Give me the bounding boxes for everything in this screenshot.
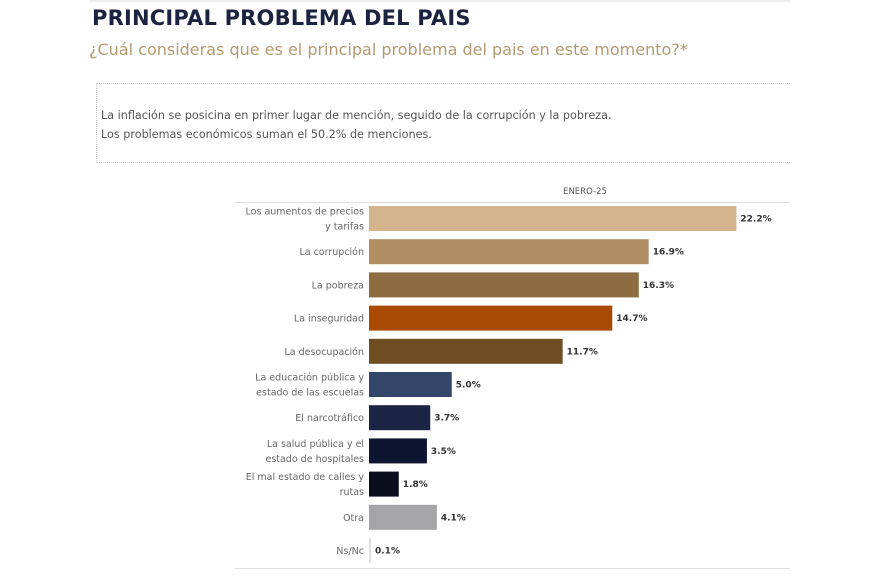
category-label: La inseguridad (294, 314, 364, 325)
bar (369, 538, 371, 563)
category-label: La pobreza (312, 280, 364, 291)
bar (369, 206, 737, 231)
value-label: 22.2% (740, 215, 771, 225)
bar (369, 471, 399, 497)
category-label: Los aumentos de precios (246, 207, 365, 218)
category-label: Ns/Nc (336, 546, 364, 557)
value-label: 16.9% (653, 248, 684, 258)
series-label: ENERO-25 (563, 187, 607, 197)
chart-top-rule (235, 202, 790, 203)
value-label: 5.0% (456, 381, 481, 391)
value-label: 0.1% (375, 547, 400, 557)
bar (369, 305, 613, 331)
bar (369, 405, 431, 431)
value-label: 4.1% (441, 513, 466, 523)
top-divider (90, 0, 790, 2)
category-label: El narcotráfico (295, 413, 364, 424)
bar (369, 438, 427, 464)
value-label: 1.8% (403, 480, 428, 490)
bar (369, 504, 437, 530)
summary-line-2: Los problemas económicos suman el 50.2% … (101, 128, 432, 141)
value-label: 14.7% (616, 314, 647, 324)
category-label: estado de hospitales (265, 454, 364, 465)
category-label: estado de las escuelas (256, 388, 364, 399)
page-title: PRINCIPAL PROBLEMA DEL PAIS (92, 6, 471, 30)
category-label: El mal estado de calles y (246, 472, 365, 483)
category-label: y tarifas (325, 222, 364, 233)
bar (369, 372, 452, 397)
bar (369, 239, 649, 265)
summary-note: La inflación se posicina en primer lugar… (96, 83, 790, 163)
value-label: 3.7% (434, 414, 459, 424)
category-label: rutas (340, 487, 364, 498)
bar (369, 338, 563, 364)
bar (369, 272, 639, 298)
value-label: 11.7% (567, 347, 598, 357)
category-label: La desocupación (284, 347, 364, 358)
value-label: 16.3% (643, 281, 674, 291)
category-label: Otra (343, 513, 364, 524)
category-label: La salud pública y el (267, 439, 364, 450)
summary-line-1: La inflación se posicina en primer lugar… (101, 109, 612, 122)
category-label: La educación pública y (255, 373, 364, 384)
value-label: 3.5% (431, 447, 456, 457)
category-label: La corrupción (299, 247, 364, 258)
question-subtitle: ¿Cuál consideras que es el principal pro… (89, 40, 688, 59)
chart-bottom-rule (235, 568, 790, 569)
